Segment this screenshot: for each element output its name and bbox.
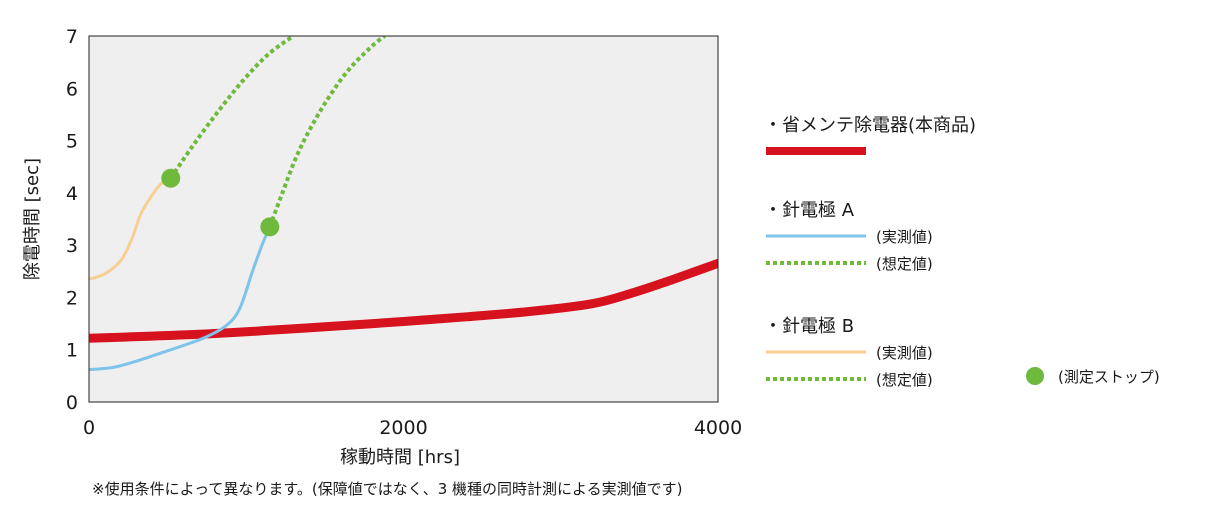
stop-point-0 (161, 168, 181, 188)
y-tick-label-0: 0 (66, 392, 78, 414)
x-tick-label-0: 0 (83, 417, 95, 439)
y-tick-label-5: 5 (66, 131, 78, 153)
legend-b-measured-label: (実測値) (876, 344, 933, 362)
y-tick-label-7: 7 (66, 26, 78, 48)
legend-product-label: ・省メンテ除電器(本商品) (764, 115, 976, 136)
x-axis-ticks: 0 2000 4000 (83, 417, 742, 439)
legend-stop-label: (測定ストップ) (1058, 368, 1160, 386)
y-tick-label-4: 4 (66, 183, 78, 205)
stop-points (161, 168, 280, 237)
footnote: ※使用条件によって異なります。(保障値ではなく、3 機種の同時計測による実測値で… (92, 480, 683, 498)
legend-b-estimated-label: (想定値) (876, 371, 933, 389)
y-tick-label-6: 6 (66, 78, 78, 100)
plot-area (89, 36, 718, 402)
legend-a-estimated-label: (想定値) (876, 255, 933, 273)
x-axis-title: 稼動時間 [hrs] (340, 447, 460, 468)
legend-a-label: ・針電極 A (764, 200, 855, 221)
y-tick-label-3: 3 (66, 235, 78, 257)
plot-frame (88, 35, 719, 403)
series-layer (89, 36, 718, 372)
series-line-1 (89, 225, 272, 372)
y-tick-label-1: 1 (66, 340, 78, 362)
y-axis-title: 除電時間 [sec] (22, 158, 43, 280)
y-tick-label-2: 2 (66, 287, 78, 309)
x-tick-label-2: 4000 (694, 417, 742, 439)
legend-b-label: ・針電極 B (764, 316, 854, 337)
series-line-2 (267, 36, 386, 228)
x-tick-label-1: 2000 (379, 417, 427, 439)
y-axis-ticks: 0 1 2 3 4 5 6 7 (66, 26, 78, 414)
series-line-3 (89, 176, 173, 281)
legend-a-measured-label: (実測値) (876, 228, 933, 246)
stop-point-1 (260, 217, 280, 237)
legend: ・省メンテ除電器(本商品) ・針電極 A (実測値) (想定値) ・針電極 B … (764, 115, 1160, 389)
legend-stop-marker (1026, 367, 1044, 385)
series-line-4 (169, 36, 295, 180)
